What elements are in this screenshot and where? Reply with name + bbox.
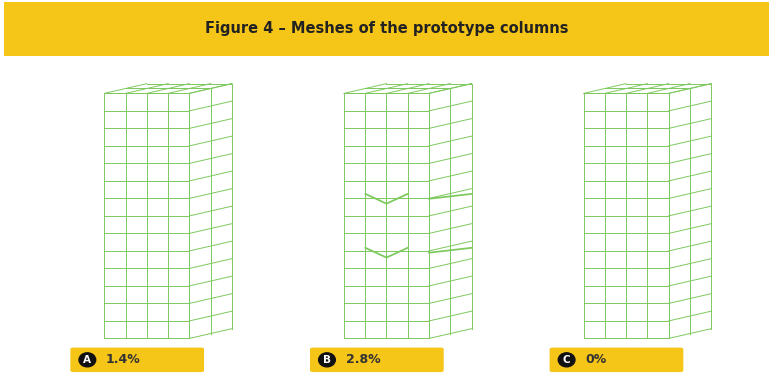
Text: C: C xyxy=(563,355,570,365)
Ellipse shape xyxy=(79,353,96,367)
Ellipse shape xyxy=(558,353,575,367)
Text: Figure 4 – Meshes of the prototype columns: Figure 4 – Meshes of the prototype colum… xyxy=(205,21,568,36)
Bar xyxy=(4,2,769,56)
FancyBboxPatch shape xyxy=(70,348,204,372)
FancyBboxPatch shape xyxy=(310,348,444,372)
Text: B: B xyxy=(323,355,331,365)
Text: A: A xyxy=(83,355,91,365)
Ellipse shape xyxy=(318,353,335,367)
FancyBboxPatch shape xyxy=(550,348,683,372)
Text: 0%: 0% xyxy=(585,353,606,366)
Text: 2.8%: 2.8% xyxy=(346,353,380,366)
Text: 1.4%: 1.4% xyxy=(106,353,141,366)
